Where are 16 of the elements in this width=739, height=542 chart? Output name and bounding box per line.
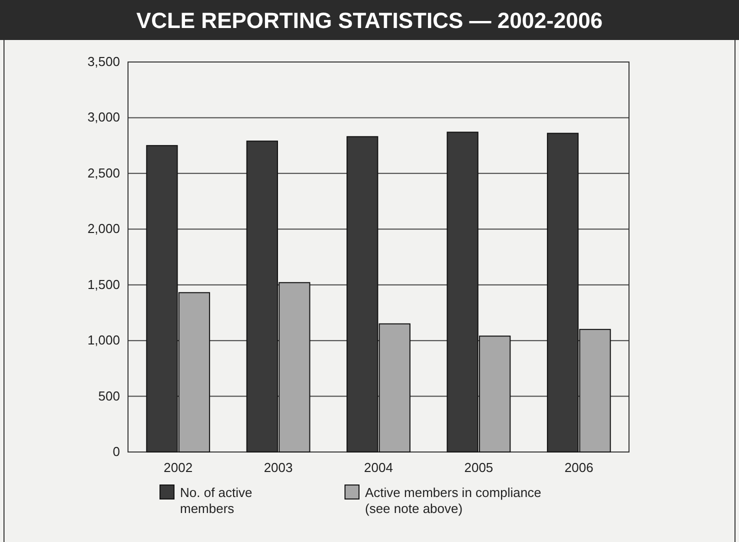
chart-title: VCLE REPORTING STATISTICS — 2002-2006 <box>136 8 603 33</box>
x-tick-label: 2005 <box>464 460 494 475</box>
legend-label: No. of active members <box>180 485 252 516</box>
x-tick-label: 2004 <box>364 460 393 475</box>
x-tick-label: 2002 <box>164 460 193 475</box>
y-tick-label: 0 <box>112 444 120 459</box>
y-tick-label: 3,000 <box>87 110 120 125</box>
y-tick-label: 500 <box>98 388 120 404</box>
y-tick-label: 2,000 <box>87 221 120 236</box>
y-tick-label: 1,000 <box>87 332 120 348</box>
y-tick-label: 2,500 <box>87 165 120 180</box>
x-tick-label: 2006 <box>564 460 594 475</box>
y-tick-label: 1,500 <box>87 276 120 292</box>
x-tick-label: 2003 <box>264 460 293 475</box>
legend-label: Active members in compliance (see note above) <box>365 485 542 516</box>
y-tick-label: 3,500 <box>87 54 120 69</box>
